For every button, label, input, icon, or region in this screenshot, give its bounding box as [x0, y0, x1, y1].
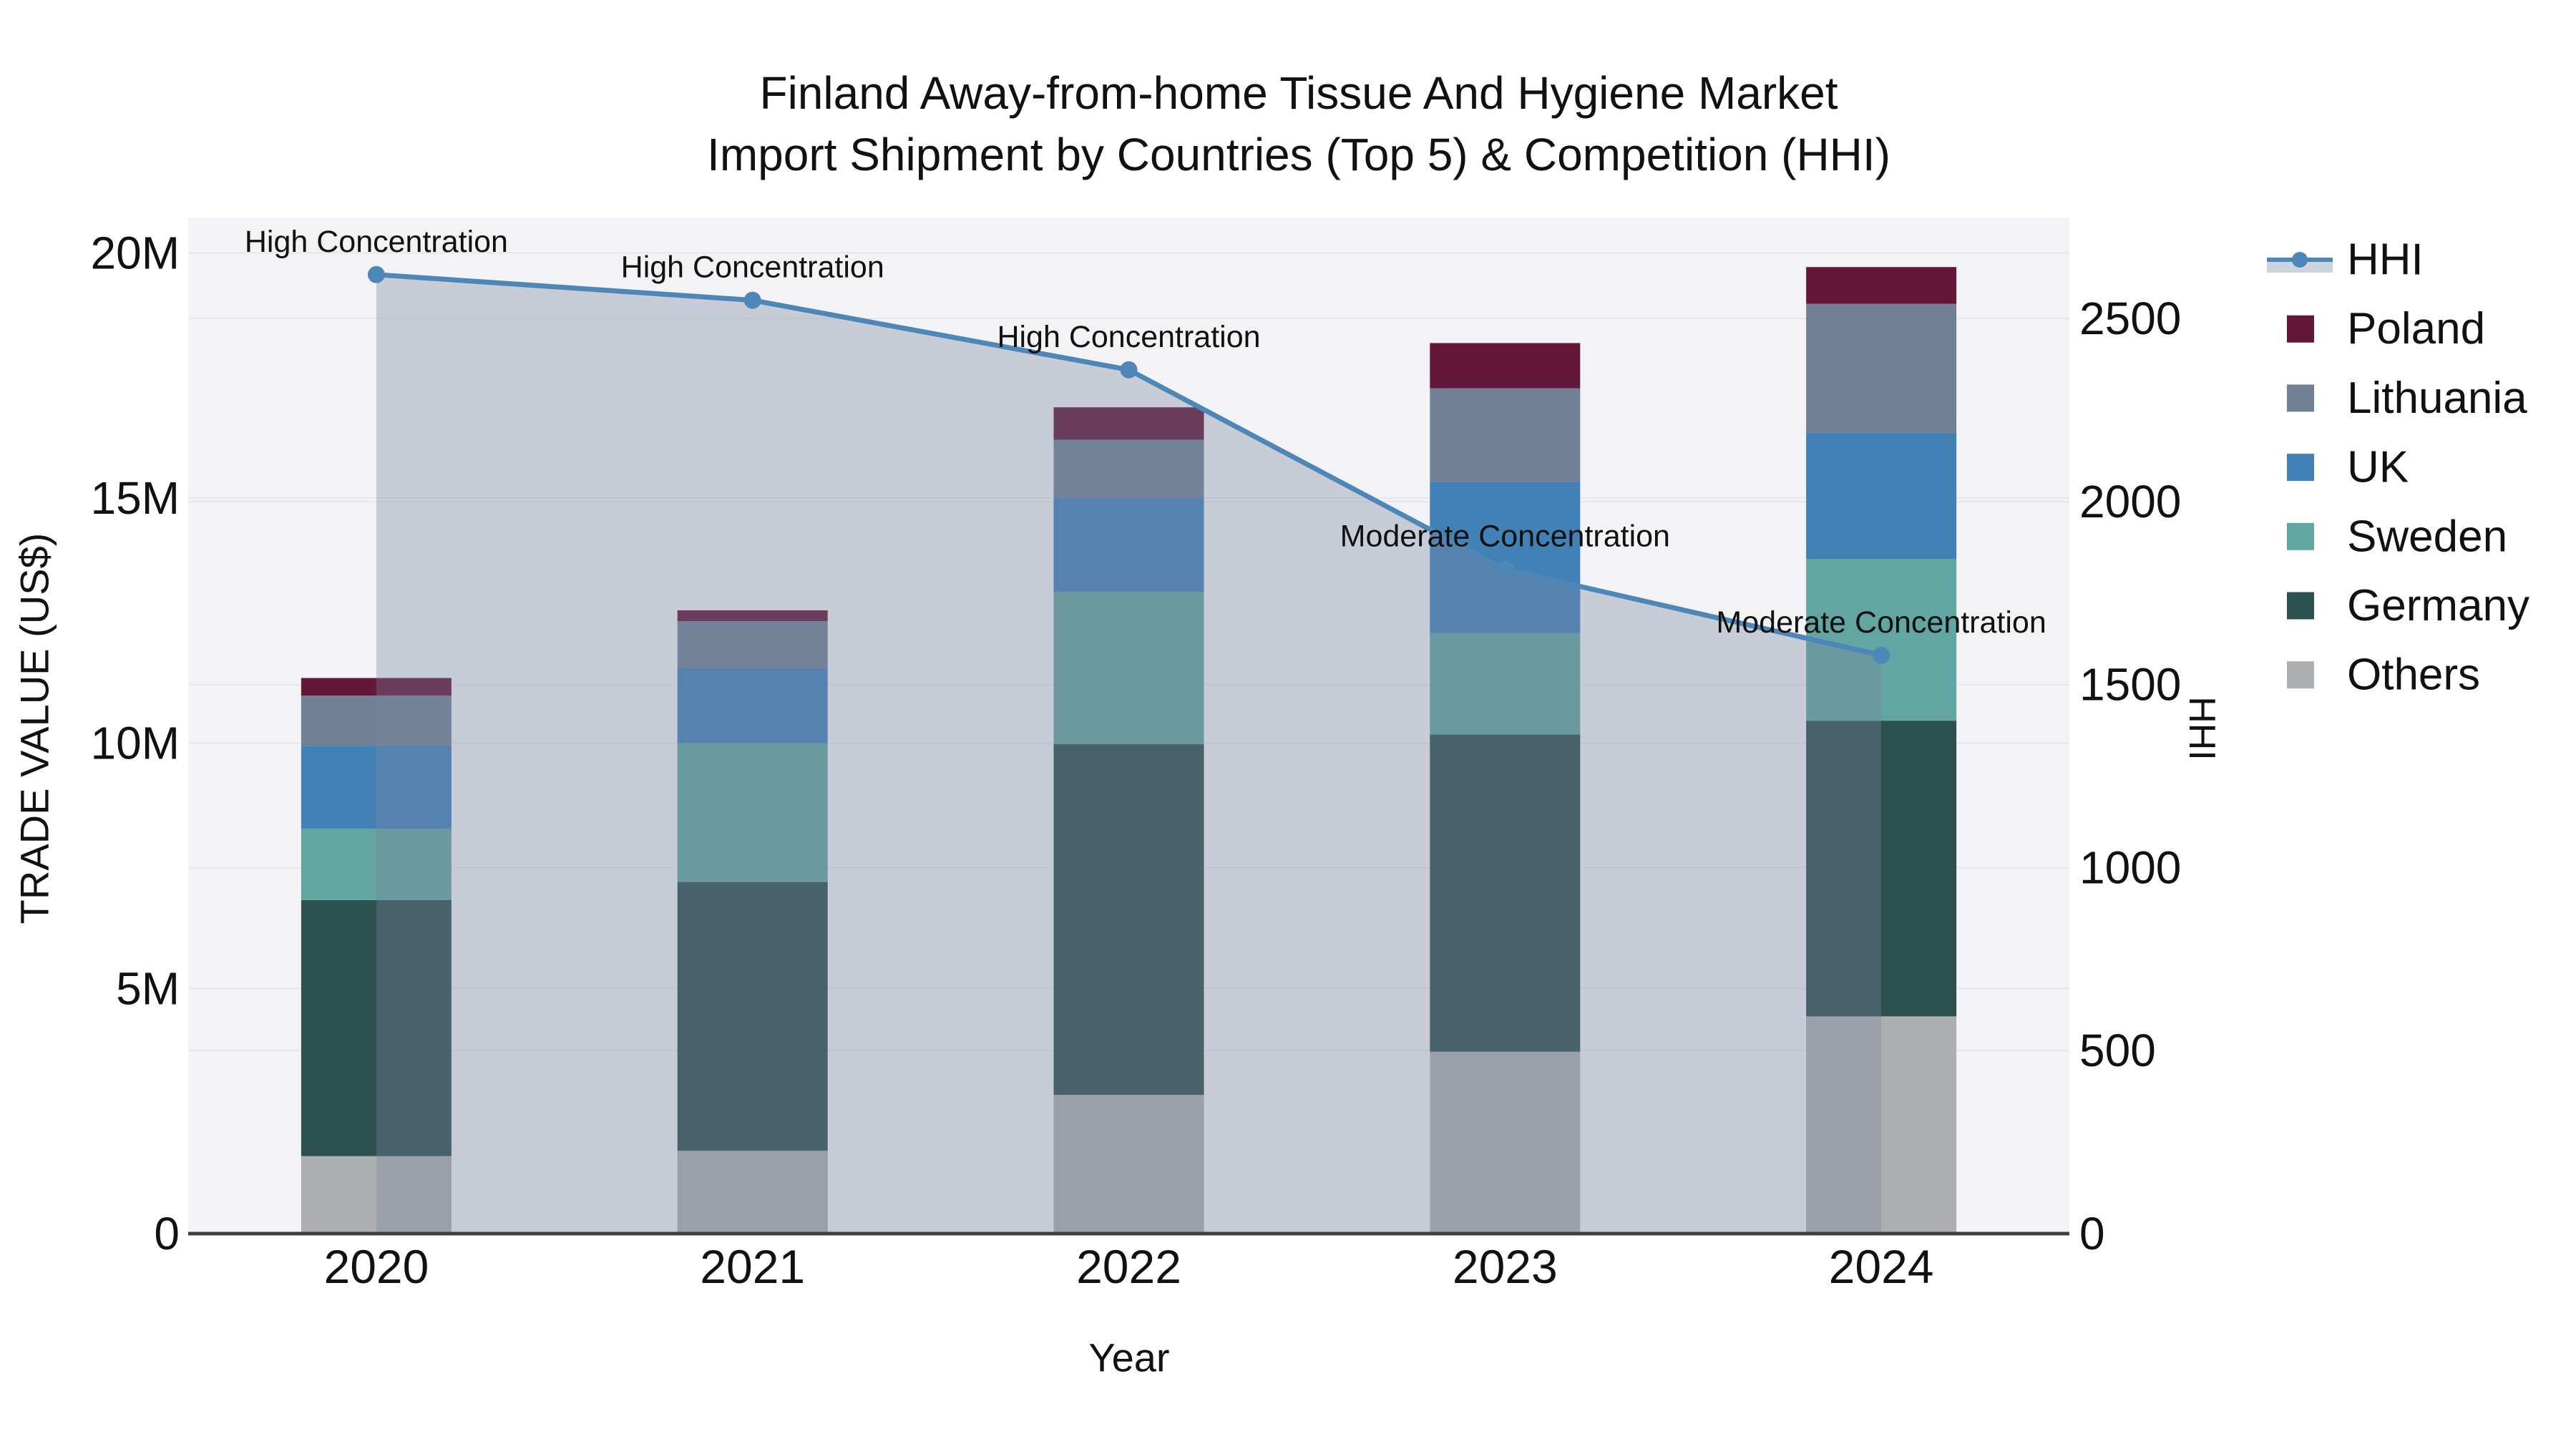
x-tick-2024: 2024 [1829, 1240, 1934, 1293]
bar-segment-2020-sweden [301, 828, 452, 900]
legend-label-poland: Poland [2347, 304, 2485, 353]
legend-layer: HHI Poland Lithuania UK Sweden Germany Others [2267, 235, 2529, 700]
x-tick-2020: 2020 [323, 1240, 429, 1293]
legend-swatch-uk [2287, 454, 2314, 482]
hhi-marker-2024 [1873, 646, 1890, 664]
legend-label-germany: Germany [2347, 581, 2529, 630]
annotation-2020: High Concentration [245, 225, 508, 259]
bar-segment-2024-uk [1806, 433, 1957, 559]
legend-label-others: Others [2347, 650, 2480, 700]
legend-item-uk[interactable]: UK [2287, 443, 2409, 492]
annotations-layer: High Concentration High Concentration High… [245, 225, 2046, 640]
bar-segment-2024-poland [1806, 267, 1957, 304]
bar-segment-2021-poland [677, 610, 828, 622]
legend-swatch-sweden [2287, 522, 2314, 550]
y-tick-right-1500: 1500 [2079, 659, 2181, 711]
bar-segment-2020-uk [301, 746, 452, 829]
bar-segment-2020-lithuania [301, 696, 452, 746]
bar-segment-2022-poland [1053, 407, 1204, 440]
legend-label-uk: UK [2347, 443, 2409, 492]
tick-labels-layer: 0 5M 10M 15M 20M 0 500 1000 1500 2000 2500 2020 2021… [91, 227, 2182, 1293]
legend-label-sweden: Sweden [2347, 512, 2507, 561]
legend-item-germany[interactable]: Germany [2287, 581, 2529, 630]
annotation-2021: High Concentration [621, 250, 884, 285]
annotation-2022: High Concentration [997, 320, 1260, 354]
bar-segment-2023-poland [1430, 343, 1581, 389]
legend-swatch-poland [2287, 315, 2314, 343]
bar-segment-2024-others [1806, 1016, 1957, 1234]
hhi-marker-2020 [367, 265, 385, 283]
hhi-line-layer [367, 265, 1890, 664]
y-tick-left-10M: 10M [91, 718, 180, 769]
y-tick-left-0: 0 [154, 1208, 180, 1259]
legend-label-lithuania: Lithuania [2347, 374, 2527, 423]
bar-segment-2022-uk [1053, 498, 1204, 592]
y-tick-left-15M: 15M [91, 472, 180, 524]
chart-title-line2: Import Shipment by Countries (Top 5) & C… [707, 129, 1890, 180]
annotation-2023: Moderate Concentration [1340, 519, 1670, 554]
legend-item-others[interactable]: Others [2287, 650, 2480, 700]
bar-segment-2022-germany [1053, 744, 1204, 1096]
legend-item-sweden[interactable]: Sweden [2287, 512, 2507, 561]
bar-segment-2021-sweden [677, 743, 828, 882]
bar-segment-2021-germany [677, 882, 828, 1151]
y-tick-right-0: 0 [2079, 1208, 2105, 1259]
chart-title-line1: Finland Away-from-home Tissue And Hygien… [759, 67, 1838, 119]
hhi-area-layer [376, 274, 1882, 1234]
y-tick-left-5M: 5M [116, 962, 180, 1014]
bar-segment-2021-others [677, 1151, 828, 1234]
hhi-marker-2023 [1496, 560, 1514, 578]
y-tick-right-2500: 2500 [2079, 293, 2181, 344]
y-tick-right-2000: 2000 [2079, 476, 2181, 527]
bar-segment-2022-sweden [1053, 591, 1204, 745]
bar-segment-2023-uk [1430, 482, 1581, 633]
x-tick-2021: 2021 [700, 1240, 805, 1293]
legend-item-poland[interactable]: Poland [2287, 304, 2485, 353]
y-axis-right-title: HHI [2181, 696, 2223, 761]
x-axis-title: Year [1088, 1335, 1169, 1380]
bar-segment-2022-others [1053, 1095, 1204, 1234]
legend-swatch-others [2287, 661, 2314, 689]
legend-swatch-germany [2287, 592, 2314, 620]
hhi-marker-2021 [743, 291, 761, 309]
legend-swatch-lithuania [2287, 384, 2314, 412]
bar-segment-2021-uk [677, 668, 828, 743]
legend-item-hhi[interactable]: HHI [2267, 235, 2424, 285]
legend-item-lithuania[interactable]: Lithuania [2287, 374, 2527, 423]
annotation-2024: Moderate Concentration [1716, 605, 2046, 640]
bar-segment-2020-germany [301, 899, 452, 1156]
hhi-marker-2022 [1120, 361, 1138, 379]
bar-segment-2020-poland [301, 678, 452, 696]
bar-segment-2023-others [1430, 1051, 1581, 1234]
y-tick-right-1000: 1000 [2079, 841, 2181, 893]
bar-segment-2022-lithuania [1053, 439, 1204, 499]
legend-label-hhi: HHI [2347, 235, 2424, 285]
bar-segment-2021-lithuania [677, 621, 828, 669]
bar-segment-2023-germany [1430, 734, 1581, 1052]
x-tick-2023: 2023 [1453, 1240, 1558, 1293]
y-tick-right-500: 500 [2079, 1025, 2156, 1076]
x-tick-2022: 2022 [1076, 1240, 1181, 1293]
bar-segment-2023-lithuania [1430, 388, 1581, 482]
hhi-area-fill [376, 274, 1882, 1234]
bar-segment-2024-lithuania [1806, 303, 1957, 434]
bar-segment-2023-sweden [1430, 633, 1581, 735]
legend-marker-swatch-hhi [2292, 252, 2308, 268]
bar-segment-2024-germany [1806, 721, 1957, 1017]
bars-layer [301, 267, 1957, 1234]
bar-segment-2024-sweden [1806, 558, 1957, 721]
y-tick-left-20M: 20M [91, 227, 180, 278]
y-axis-left-title: TRADE VALUE (US$) [12, 533, 57, 924]
bar-segment-2020-others [301, 1156, 452, 1234]
